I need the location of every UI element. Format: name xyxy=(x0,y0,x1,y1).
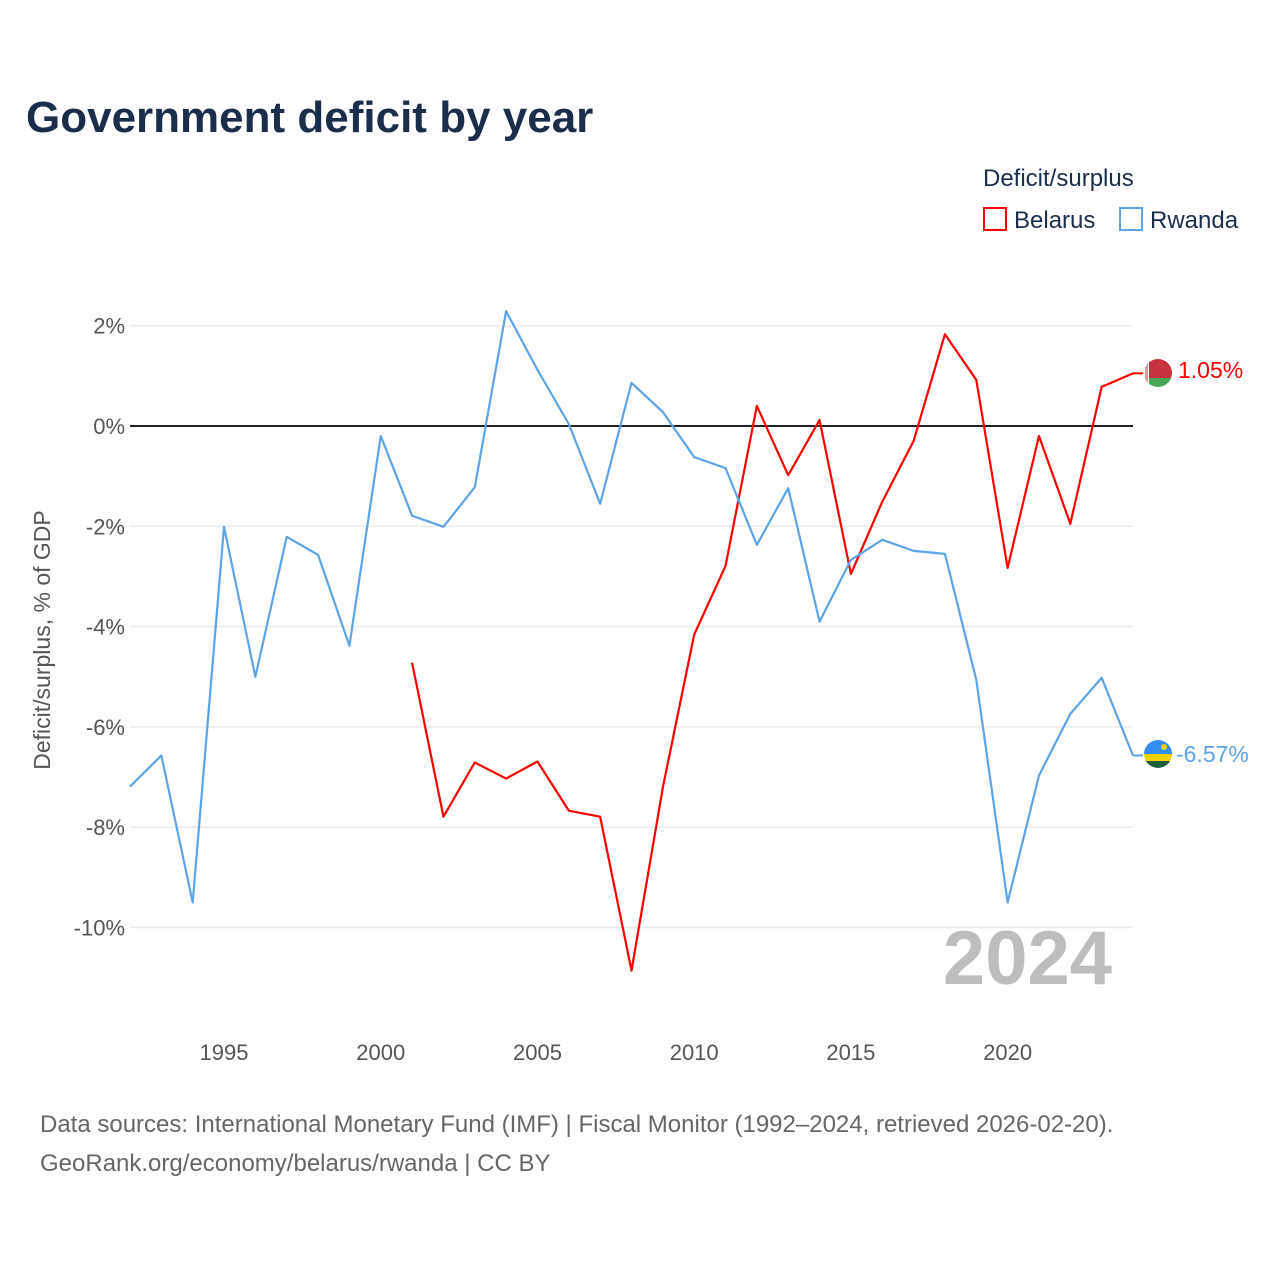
legend-title: Deficit/surplus xyxy=(983,165,1134,192)
y-tick-label: -10% xyxy=(74,916,125,941)
belarus-flag-icon xyxy=(1144,359,1172,387)
x-tick-label: 2000 xyxy=(356,1040,405,1065)
end-label-belarus: 1.05% xyxy=(1178,357,1243,383)
legend-item-belarus[interactable]: Belarus xyxy=(983,207,1095,234)
year-watermark: 2024 xyxy=(943,916,1112,1001)
x-tick-label: 2005 xyxy=(513,1040,562,1065)
legend-item-rwanda[interactable]: Rwanda xyxy=(1119,207,1239,234)
x-tick-label: 2010 xyxy=(670,1040,719,1065)
y-tick-label: -6% xyxy=(86,715,125,740)
series-lines xyxy=(129,310,1143,972)
source-line-1: Data sources: International Monetary Fun… xyxy=(40,1111,1113,1138)
series-line-belarus xyxy=(411,333,1134,972)
x-ticks: 1995 2000 2005 2010 2015 2020 xyxy=(200,1040,1033,1065)
y-tick-label: -2% xyxy=(86,514,125,539)
x-tick-label: 2020 xyxy=(983,1040,1032,1065)
end-label-rwanda: -6.57% xyxy=(1176,741,1249,767)
y-tick-label: 0% xyxy=(93,414,125,439)
rwanda-flag-icon xyxy=(1144,740,1172,768)
y-ticks: 2% 0% -2% -4% -6% -8% -10% xyxy=(74,314,125,941)
source-line-2[interactable]: GeoRank.org/economy/belarus/rwanda | CC … xyxy=(40,1150,550,1177)
x-tick-label: 2015 xyxy=(826,1040,875,1065)
y-tick-label: 2% xyxy=(93,314,125,339)
x-tick-label: 1995 xyxy=(200,1040,249,1065)
y-tick-label: -4% xyxy=(86,615,125,640)
end-markers: 1.05% -6.57% xyxy=(1144,357,1249,768)
legend-swatch-rwanda xyxy=(1119,207,1143,231)
legend-swatch-belarus xyxy=(983,207,1007,231)
y-axis-label: Deficit/surplus, % of GDP xyxy=(29,510,55,769)
legend-label-belarus: Belarus xyxy=(1014,207,1095,234)
legend-label-rwanda: Rwanda xyxy=(1150,207,1239,234)
chart-title: Government deficit by year xyxy=(26,93,593,142)
series-line-rwanda xyxy=(129,310,1135,904)
y-tick-label: -8% xyxy=(86,815,125,840)
